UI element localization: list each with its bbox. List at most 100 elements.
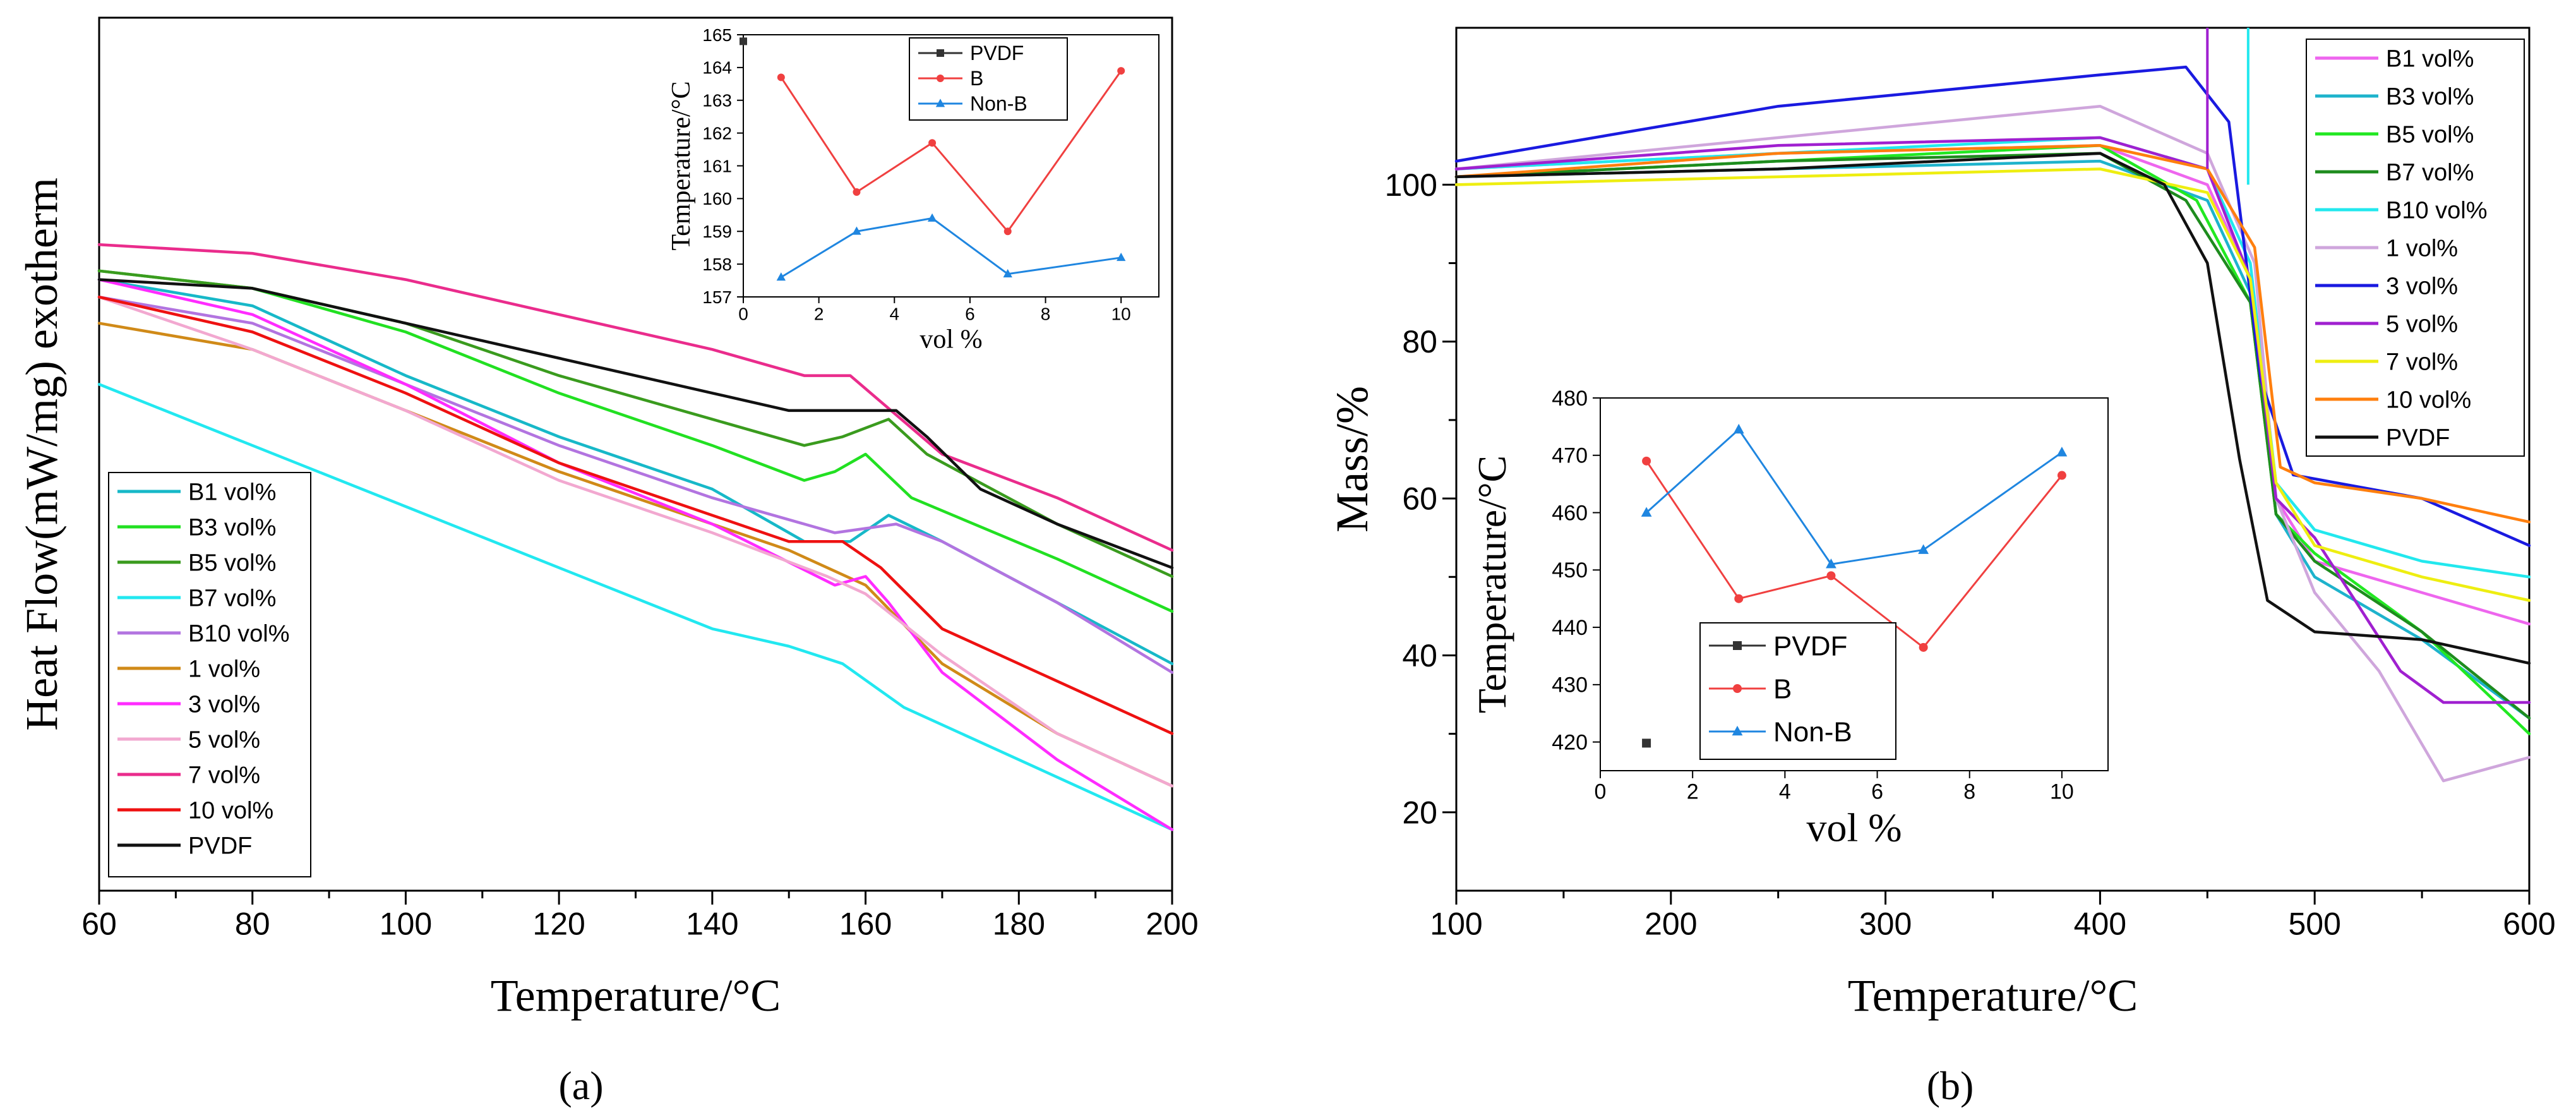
panel-b-series-line: [1454, 167, 2531, 602]
panel-b-inset-legend-marker: [1733, 684, 1742, 693]
panel-a-inset-point: [1003, 227, 1012, 236]
panel-b-inset-point: [1642, 738, 1651, 748]
panel-b-series-line: [1454, 144, 2531, 524]
panel-b-inset-point: [1641, 507, 1652, 517]
panel-b-series-line: [1454, 136, 2531, 579]
panel-b-legend-label: 1 vol%: [2386, 235, 2458, 262]
panel-b-legend-label: B10 vol%: [2386, 197, 2488, 224]
panel-a-inset-point: [852, 226, 861, 235]
panel-a-inset-x-tick-label: 0: [738, 304, 748, 324]
panel-a-legend-label: B10 vol%: [188, 620, 290, 647]
panel-a-inset-legend-label: B: [970, 67, 983, 90]
panel-b-inset-x-tick-label: 8: [1963, 780, 1975, 804]
panel-b-y-tick-label: 100: [1385, 167, 1437, 203]
panel-b-series-line: [1454, 65, 2531, 547]
panel-b-series-line: [1454, 152, 2531, 665]
panel-a-inset-legend-marker: [935, 99, 945, 107]
panel-b-inset-legend-label: Non-B: [1773, 716, 1852, 747]
panel-a-inset-y-tick-label: 162: [702, 123, 732, 143]
panel-b-x-tick-label: 200: [1644, 906, 1697, 942]
panel-a-x-tick-label: 180: [993, 906, 1045, 942]
panel-b-inset-y-tick-label: 470: [1552, 444, 1588, 468]
panel-a-x-tick-label: 140: [686, 906, 738, 942]
panel-a-inset-y-axis-label: Temperature/°C: [667, 81, 696, 250]
panel-a-inset-y-tick-label: 165: [702, 25, 732, 45]
panel-a-series-line: [97, 243, 1174, 552]
panel-a-inset-y-tick-label: 160: [702, 189, 732, 208]
panel-b-x-tick-label: 600: [2503, 906, 2555, 942]
panel-a-inset-y-tick-label: 161: [702, 156, 732, 176]
panel-a-inset-point: [853, 188, 861, 196]
panel-b-y-tick-label: 20: [1402, 795, 1437, 830]
panel-b-legend-label: B3 vol%: [2386, 83, 2474, 110]
panel-a-x-tick-label: 200: [1146, 906, 1198, 942]
panel-b-inset-legend-label: PVDF: [1773, 630, 1847, 661]
panel-a-inset-point: [1003, 268, 1012, 278]
panel-b-y-tick-label: 40: [1402, 638, 1437, 673]
panel-a-inset-point: [928, 139, 937, 147]
panel-a-y-axis-label: Heat Flow(mW/mg) exotherm: [16, 178, 67, 731]
panel-b-inset-x-tick-label: 0: [1595, 780, 1607, 804]
panel-b-inset-y-tick-label: 430: [1552, 673, 1588, 697]
panel-a-legend-label: PVDF: [188, 833, 252, 859]
panel-b-inset-point: [1826, 558, 1836, 569]
panel-a-legend-label: 1 vol%: [188, 656, 260, 682]
panel-a-x-axis-label: Temperature/°C: [491, 970, 781, 1021]
panel-a-x-tick-label: 60: [81, 906, 117, 942]
panel-b-y-axis-label: Mass/%: [1327, 386, 1377, 533]
panel-a-inset-x-tick-label: 8: [1041, 304, 1051, 324]
panel-a-inset-x-tick-label: 4: [889, 304, 899, 324]
panel-a-inset-x-tick-label: 6: [965, 304, 975, 324]
caption-b: (b): [1927, 1063, 1974, 1108]
panel-b-legend-label: 7 vol%: [2386, 349, 2458, 375]
panel-a-inset-point: [740, 37, 747, 45]
panel-b-inset-x-tick-label: 4: [1779, 780, 1791, 804]
panel-b-inset-legend-label: B: [1773, 673, 1792, 704]
panel-b-y-tick-label: 80: [1402, 324, 1437, 359]
panel-a-series-line: [97, 295, 1174, 735]
panel-a-inset-x-axis-label: vol %: [920, 325, 982, 354]
panel-a-series-line: [97, 383, 1174, 831]
panel-a-series-line: [97, 278, 1174, 569]
panel-a-series-line: [97, 295, 1174, 674]
panel-a-inset-y-tick-label: 163: [702, 91, 732, 111]
panel-b-inset-y-tick-label: 460: [1552, 501, 1588, 525]
panel-a-inset-legend-marker: [937, 49, 944, 57]
panel-b-inset-y-tick-label: 420: [1552, 731, 1588, 755]
caption-a: (a): [558, 1063, 603, 1108]
panel-a-inset-legend-label: PVDF: [970, 42, 1024, 64]
panel-b-legend-label: B7 vol%: [2386, 159, 2474, 186]
panel-a-inset-y-tick-label: 158: [702, 255, 732, 274]
panel-b-inset-y-tick-label: 450: [1552, 558, 1588, 582]
panel-b-inset-y-tick-label: 480: [1552, 387, 1588, 411]
panel-a-legend-label: B7 vol%: [188, 585, 276, 611]
panel-b-inset-point: [1826, 571, 1836, 581]
panel-b-legend-label: 5 vol%: [2386, 311, 2458, 337]
panel-a-x-tick-label: 80: [235, 906, 270, 942]
panel-b-inset-x-tick-label: 2: [1687, 780, 1699, 804]
panel-a-legend-label: B5 vol%: [188, 550, 276, 576]
panel-b-legend-label: B1 vol%: [2386, 45, 2474, 72]
panel-a-legend-label: 3 vol%: [188, 691, 260, 718]
panel-a-legend-label: B3 vol%: [188, 514, 276, 541]
panel-b-inset-point: [1733, 423, 1744, 434]
panel-b-inset-point: [1918, 544, 1929, 554]
panel-b-x-axis-label: Temperature/°C: [1848, 970, 2138, 1021]
panel-b-inset-y-axis-label: Temperature/°C: [1470, 455, 1514, 714]
panel-a-inset-x-tick-label: 10: [1111, 304, 1131, 324]
panel-b-x-tick-label: 100: [1430, 906, 1482, 942]
panel-b-inset-point: [1919, 642, 1928, 652]
panel-a-x-tick-label: 120: [532, 906, 585, 942]
panel-a-inset-point: [1116, 252, 1126, 262]
panel-b-legend-label: B5 vol%: [2386, 121, 2474, 148]
panel-b-inset-legend-marker: [1733, 641, 1742, 650]
panel-a-inset-point: [777, 73, 785, 81]
panel-a-x-tick-label: 160: [839, 906, 892, 942]
panel-a-inset-y-tick-label: 159: [702, 222, 732, 241]
panel-a-x-tick-label: 100: [380, 906, 432, 942]
panel-b-inset-point: [1734, 594, 1744, 603]
panel-b-inset-legend-marker: [1732, 725, 1743, 736]
panel-a-inset-y-tick-label: 164: [702, 58, 732, 78]
panel-b-inset-point: [1642, 456, 1651, 466]
